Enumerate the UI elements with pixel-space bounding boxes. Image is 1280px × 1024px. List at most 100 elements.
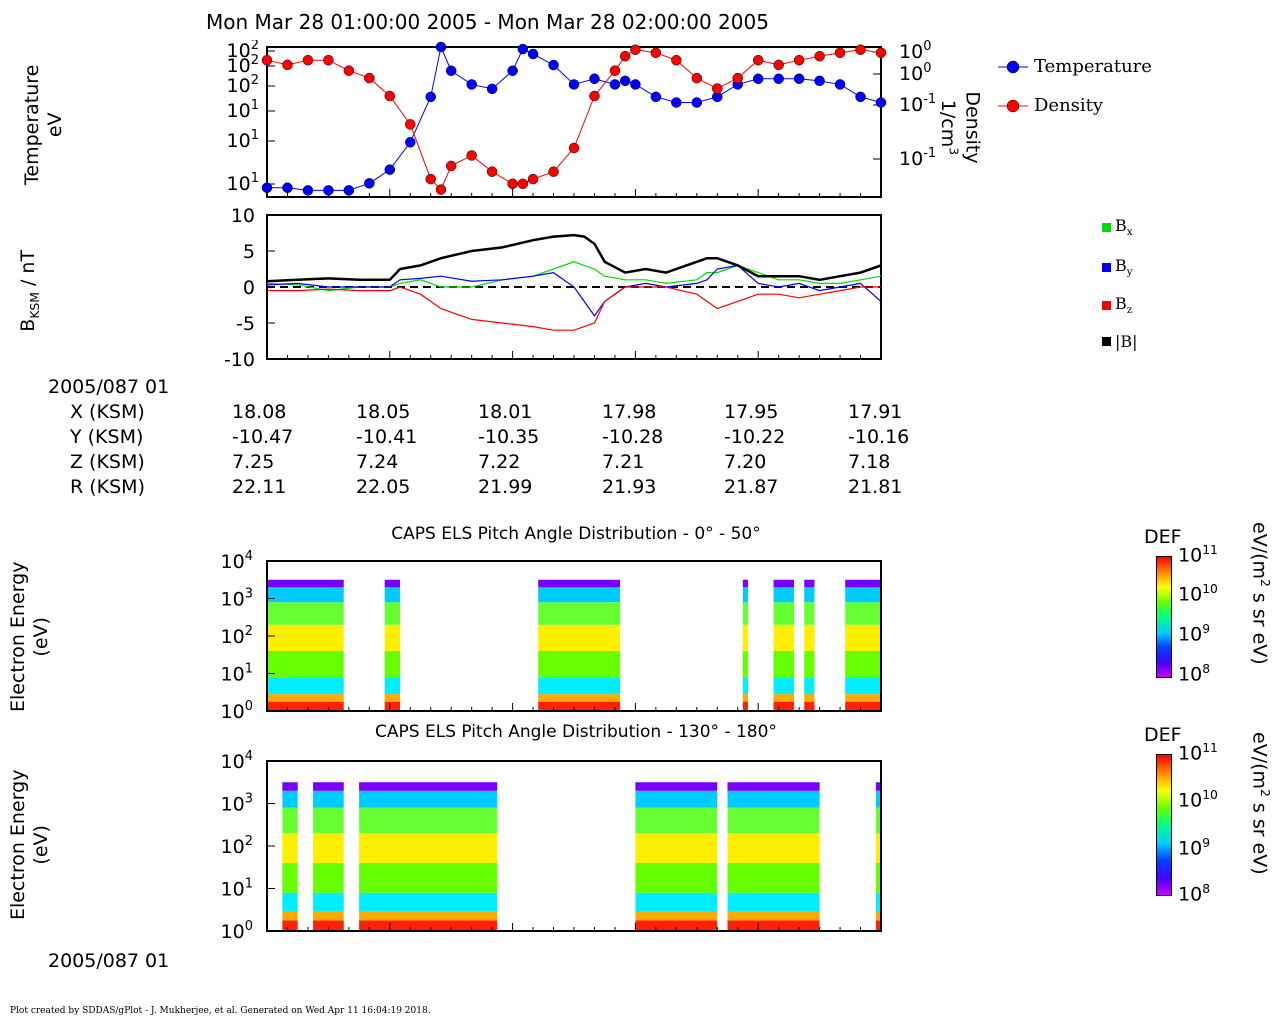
panel4-data-block — [359, 782, 498, 791]
panel3-data-block — [267, 677, 344, 695]
panel3-y-tick-label: 104 — [221, 550, 253, 573]
ephemeris-value: 7.21 — [602, 451, 645, 473]
panel3-data-block — [538, 651, 621, 678]
panel3-data-block — [804, 624, 815, 651]
panel1-point-temperature — [619, 75, 631, 87]
legend-bmag: |B| — [1102, 332, 1138, 351]
panel1-point-density — [875, 47, 887, 59]
panel1-point-temperature — [793, 73, 805, 85]
panel4-data-block — [635, 790, 718, 808]
legend-bx-swatch — [1102, 222, 1111, 232]
panel3-data-block — [538, 624, 621, 651]
panel3-data-block — [845, 701, 881, 711]
panel1-point-temperature — [834, 79, 846, 90]
panel1-point-temperature — [548, 59, 559, 71]
panel1-point-density — [343, 65, 355, 76]
panel1-point-temperature — [405, 137, 416, 148]
panel4-data-block — [359, 833, 498, 863]
panel3-data-block — [384, 701, 401, 711]
ephemeris-value: -10.28 — [602, 426, 664, 448]
panel3-data-block — [845, 677, 881, 695]
panel4-data-block — [282, 782, 298, 791]
ephemeris-value: 7.25 — [232, 451, 275, 473]
ephemeris-date-label: 2005/087 01 — [48, 376, 170, 398]
panel3-colorbar-label: DEF — [1144, 526, 1182, 548]
panel4-data-block — [875, 892, 881, 912]
panel3-data-block — [538, 587, 621, 603]
ephemeris-value: 21.99 — [478, 476, 533, 498]
panel4-ylabel: Electron Energy (eV) — [7, 769, 52, 921]
panel3-y-tick-label: 102 — [221, 624, 253, 648]
panel1-point-temperature — [486, 83, 498, 95]
ephemeris-value: 18.08 — [232, 401, 287, 423]
panel1-frame — [266, 46, 882, 198]
panel4-data-block — [875, 782, 881, 791]
panel4-colorbar-units: eV/(m2 s sr eV) — [1248, 732, 1272, 875]
panel1-point-temperature — [814, 75, 825, 87]
panel3-data-block — [267, 651, 344, 678]
panel3-data-block — [804, 694, 815, 702]
panel1-point-density — [548, 166, 559, 177]
legend-temperature-marker — [998, 60, 1028, 73]
panel3-data-block — [267, 694, 344, 702]
ephemeris-value: 18.01 — [478, 401, 533, 423]
footer-credit: Plot created by SDDAS/gPlot - J. Mukherj… — [10, 1006, 431, 1016]
panel3-data-block — [384, 579, 401, 588]
panel1-point-density — [486, 166, 498, 177]
panel3-data-block — [773, 701, 795, 711]
panel3-data-block — [538, 677, 621, 695]
legend-temperature-label: Temperature — [1034, 56, 1152, 77]
panel3-data-block — [384, 694, 401, 702]
panel4-y-tick-label: 101 — [221, 877, 253, 901]
panel1-ylabel-left: Temperature eV — [21, 64, 66, 185]
panel3-data-block — [773, 651, 795, 678]
panel3-data-block — [538, 694, 621, 702]
panel4-x-tick-label: 36:00 — [608, 947, 663, 950]
ephemeris-value: 21.87 — [724, 476, 779, 498]
panel1-point-temperature — [568, 79, 580, 90]
panel3-data-block — [804, 651, 815, 678]
panel1-point-temperature — [364, 178, 375, 189]
panel1-right-tick-label: 100 — [899, 61, 931, 85]
panel4-cb-tick-10: 1010 — [1178, 788, 1218, 812]
panel2-y-tick-label: 5 — [243, 241, 255, 263]
panel1-point-temperature — [650, 91, 662, 103]
panel3-y-tick-label: 101 — [221, 662, 253, 686]
panel4-data-block — [635, 892, 718, 912]
panel4-data-block — [359, 863, 498, 893]
panel4-data-block — [359, 911, 498, 921]
legend-bz-label: Bz — [1115, 294, 1133, 317]
panel4-data-block — [359, 790, 498, 808]
panel4-data-block — [282, 892, 298, 912]
panel1-point-temperature — [671, 97, 682, 108]
panel1-series-line-temperature — [267, 45, 882, 191]
panel4-data-block — [875, 807, 881, 834]
panel4-data-block — [313, 782, 344, 791]
panel4-data-block — [282, 790, 298, 808]
panel4-data-block — [727, 920, 820, 931]
panel2-series-bx — [266, 261, 882, 292]
panel1-left-tick-label: 101 — [227, 98, 259, 122]
ephemeris-value: 21.81 — [848, 476, 903, 498]
panel4-data-block — [282, 911, 298, 921]
panel1-point-density — [814, 50, 825, 62]
ephemeris-value: 17.98 — [602, 401, 657, 423]
panel4-x-tick-label: 12:00 — [362, 947, 417, 950]
panel1-left-tick-label: 101 — [227, 171, 259, 195]
panel4-data-block — [282, 863, 298, 893]
panel4-data-block — [875, 911, 881, 921]
panel1-point-temperature — [589, 73, 600, 85]
panel1-point-temperature — [466, 79, 477, 90]
panel4-y-tick-label: 102 — [221, 834, 253, 858]
panel4-data-block — [359, 807, 498, 834]
panel4-x-tick-label: 24:00 — [485, 947, 540, 950]
panel2-series-bmag — [266, 233, 882, 283]
panel3-data-block — [742, 602, 748, 625]
panel1-point-density — [261, 54, 273, 66]
panel4-data-block — [727, 911, 820, 921]
panel3-data-block — [538, 701, 621, 711]
panel1-point-density — [732, 72, 743, 84]
panel3-colorbar — [1156, 556, 1172, 678]
panel1-right-tick-label: 100 — [899, 40, 931, 63]
panel3-data-block — [845, 694, 881, 702]
